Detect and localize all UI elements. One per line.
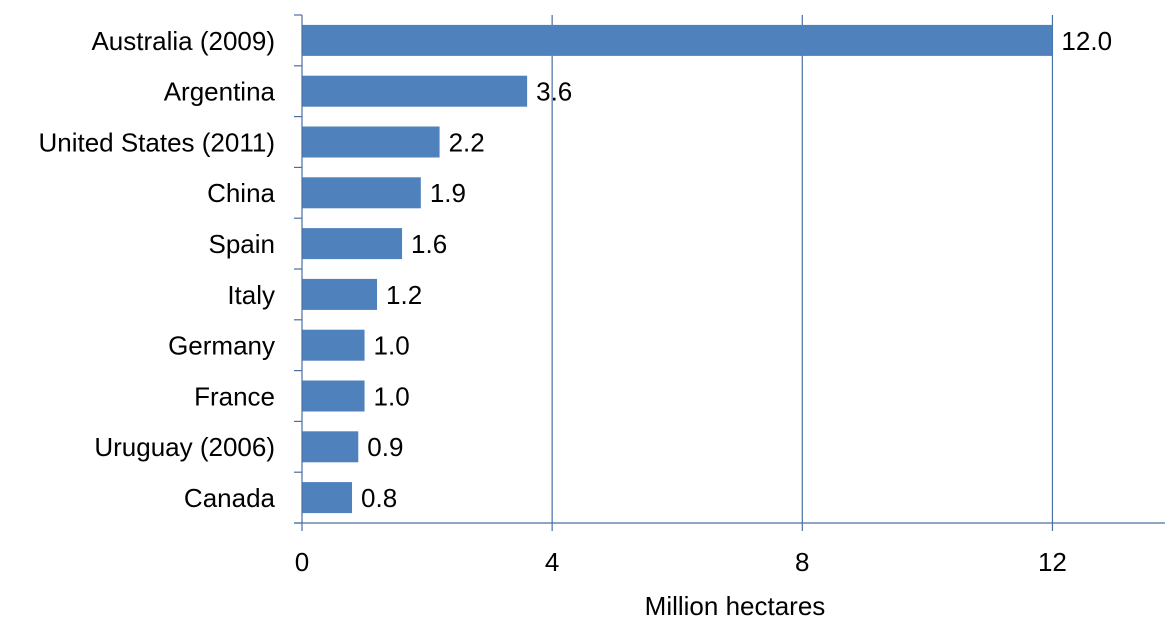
category-label-4: Spain xyxy=(209,229,276,259)
category-label-5: Italy xyxy=(227,280,275,310)
value-label-7: 1.0 xyxy=(374,381,410,411)
bar-5 xyxy=(302,278,378,310)
value-label-4: 1.6 xyxy=(411,229,447,259)
value-label-8: 0.9 xyxy=(367,432,403,462)
bar-8 xyxy=(302,431,359,463)
bar-9 xyxy=(302,482,353,514)
category-label-6: Germany xyxy=(168,331,275,361)
bar-0 xyxy=(302,24,1053,56)
x-tick-label-0: 0 xyxy=(295,547,309,577)
x-tick-label-8: 8 xyxy=(795,547,809,577)
bar-1 xyxy=(302,75,528,107)
category-label-3: China xyxy=(207,178,275,208)
category-label-1: Argentina xyxy=(164,77,276,107)
category-label-9: Canada xyxy=(184,483,276,513)
x-axis-title: Million hectares xyxy=(645,591,826,621)
bars xyxy=(302,24,1053,514)
value-label-3: 1.9 xyxy=(430,178,466,208)
value-label-2: 2.2 xyxy=(449,127,485,157)
value-label-5: 1.2 xyxy=(386,280,422,310)
gridlines xyxy=(551,15,1054,531)
value-label-1: 3.6 xyxy=(536,77,572,107)
axes xyxy=(294,14,1165,531)
category-label-7: France xyxy=(194,381,275,411)
bar-4 xyxy=(302,228,403,260)
bar-2 xyxy=(302,126,440,158)
bar-6 xyxy=(302,329,365,361)
bar-7 xyxy=(302,380,365,412)
bar-3 xyxy=(302,177,421,209)
x-tick-label-4: 4 xyxy=(545,547,559,577)
value-label-6: 1.0 xyxy=(374,331,410,361)
value-label-0: 12.0 xyxy=(1061,26,1112,56)
category-label-0: Australia (2009) xyxy=(91,26,275,56)
value-label-9: 0.8 xyxy=(361,483,397,513)
labels: 12.0 Australia (2009) 3.6 Argentina 2.2 Unite… xyxy=(38,26,1112,577)
category-label-8: Uruguay (2006) xyxy=(94,432,275,462)
category-label-2: United States (2011) xyxy=(38,127,275,157)
x-tick-label-12: 12 xyxy=(1038,547,1067,577)
